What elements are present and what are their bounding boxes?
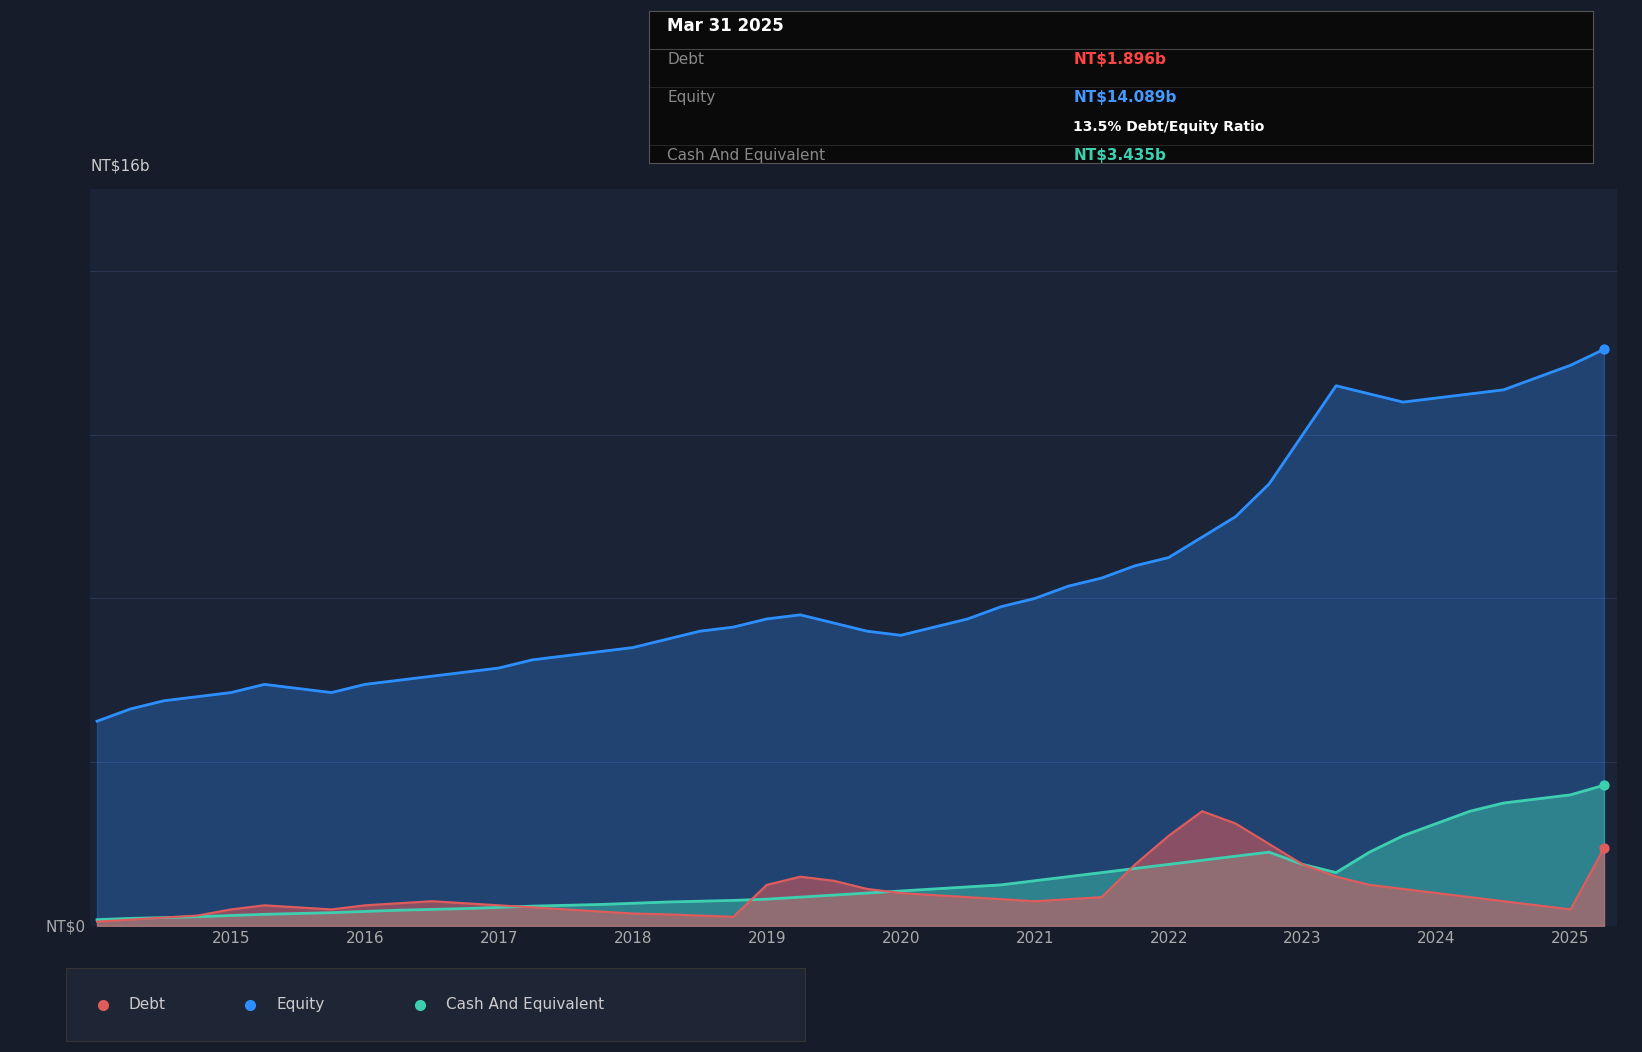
Text: NT$14.089b: NT$14.089b <box>1074 89 1177 105</box>
Text: Cash And Equivalent: Cash And Equivalent <box>447 997 604 1012</box>
Text: NT$3.435b: NT$3.435b <box>1074 148 1166 163</box>
Text: Equity: Equity <box>276 997 325 1012</box>
Point <box>1591 776 1617 793</box>
Text: Mar 31 2025: Mar 31 2025 <box>668 17 785 35</box>
Text: Equity: Equity <box>668 89 716 105</box>
Text: Debt: Debt <box>128 997 166 1012</box>
Text: Cash And Equivalent: Cash And Equivalent <box>668 148 826 163</box>
Point <box>1591 341 1617 358</box>
Text: Debt: Debt <box>668 52 704 66</box>
Text: NT$16b: NT$16b <box>90 159 149 174</box>
Point <box>1591 839 1617 856</box>
Text: NT$1.896b: NT$1.896b <box>1074 52 1166 66</box>
Text: 13.5% Debt/Equity Ratio: 13.5% Debt/Equity Ratio <box>1074 120 1264 135</box>
